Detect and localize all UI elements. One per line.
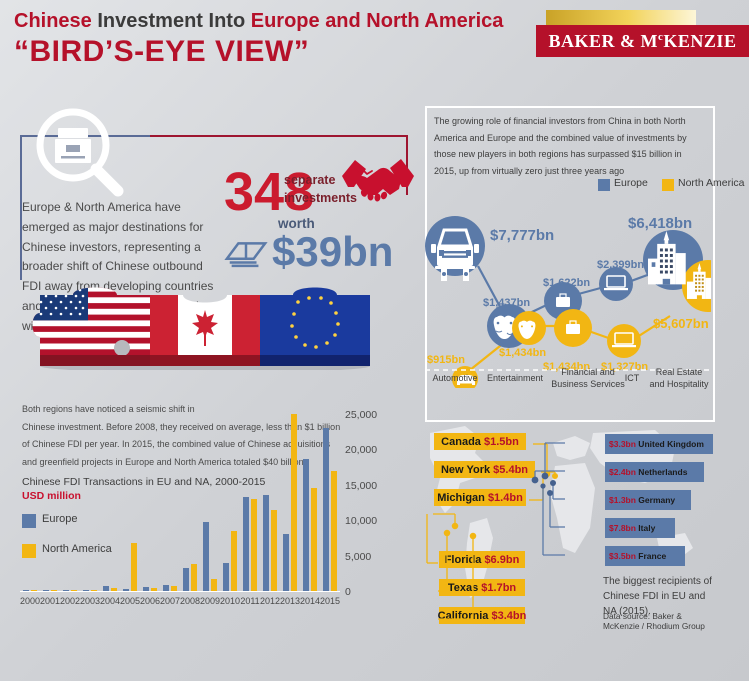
svg-text:$6,418bn: $6,418bn — [628, 215, 692, 232]
svg-text:$7,777bn: $7,777bn — [490, 227, 554, 244]
svg-text:$2,399bn: $2,399bn — [597, 259, 644, 271]
svg-text:$915bn: $915bn — [427, 354, 465, 366]
svg-text:$1,622bn: $1,622bn — [543, 277, 590, 289]
svg-text:$1,434bn: $1,434bn — [499, 347, 546, 359]
svg-text:$5,607bn: $5,607bn — [653, 316, 709, 331]
